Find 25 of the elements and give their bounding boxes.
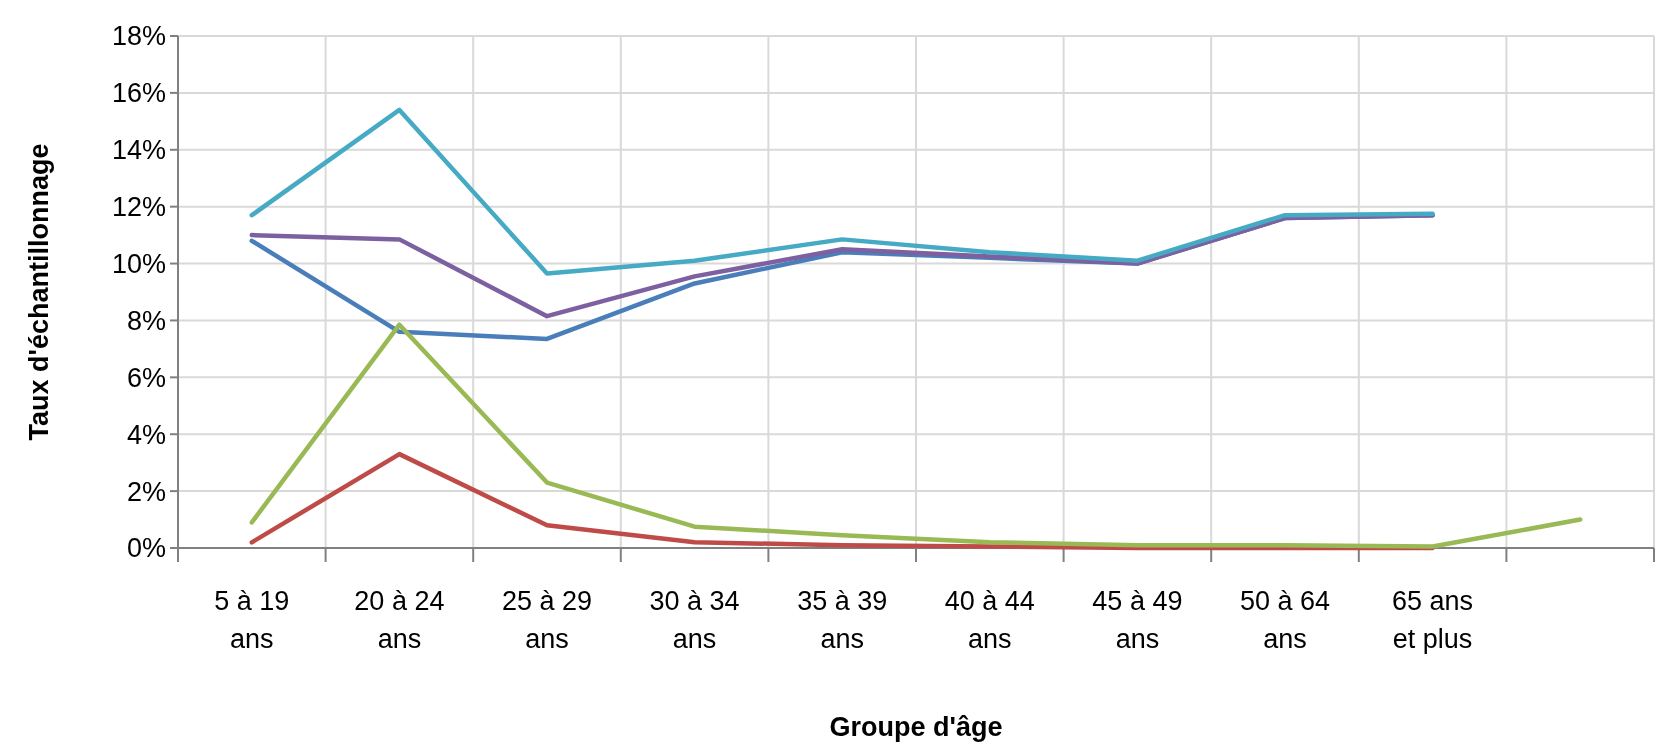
line-series [249, 212, 1435, 319]
x-tick-label: 25 à 29 ans [501, 586, 593, 654]
y-tick-label: 16% [111, 78, 166, 109]
y-tick-label: 6% [126, 362, 166, 393]
y-tick-label: 2% [126, 476, 166, 507]
line-series [249, 107, 1435, 276]
x-axis-title: Groupe d'âge [829, 712, 1003, 742]
y-axis-title: Taux d'échantillonnage [24, 143, 54, 441]
line-series [249, 322, 1583, 549]
y-tick-label: 18% [111, 21, 166, 52]
x-tick-label: 65 ans et plus [1392, 586, 1474, 654]
y-tick-label: 14% [111, 135, 166, 166]
x-tick-label: 5 à 19 ans [214, 586, 290, 654]
y-tick-label: 8% [126, 305, 166, 336]
x-tick-label: 35 à 39 ans [797, 586, 888, 654]
y-tick-label: 4% [126, 419, 166, 450]
x-tick-label: 20 à 24 ans [354, 586, 445, 654]
x-tick-label: 30 à 34 ans [649, 586, 740, 654]
y-tick-label: 0% [126, 533, 166, 564]
line-series [249, 451, 1435, 551]
x-tick-label: 50 à 64 ans [1239, 586, 1331, 654]
x-tick-label: 45 à 49 ans [1092, 586, 1183, 654]
y-tick-label: 12% [111, 192, 166, 223]
x-tick-label: 40 à 44 ans [944, 586, 1035, 654]
y-tick-label: 10% [111, 249, 166, 280]
